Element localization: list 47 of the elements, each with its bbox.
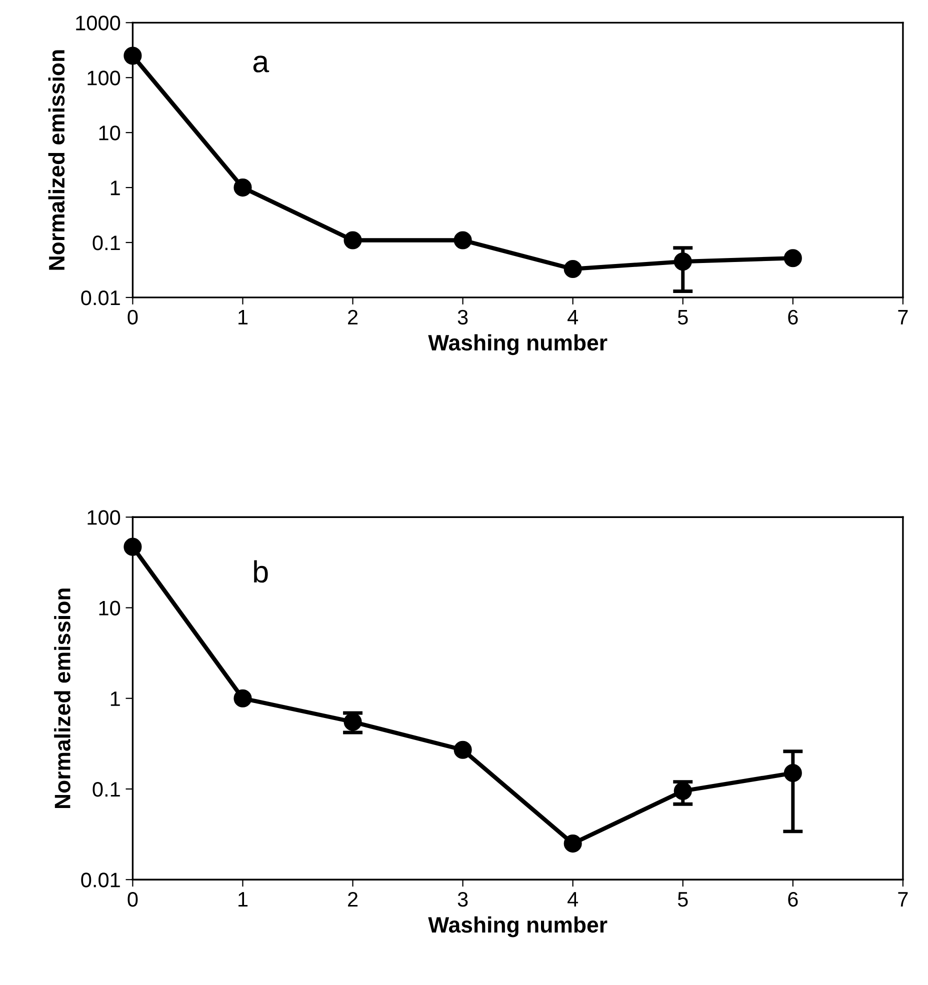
y-tick-label: 0.1 (92, 236, 120, 250)
x-tick-label: 1 (238, 892, 248, 907)
point (124, 538, 142, 556)
x-tick-label: 2 (348, 310, 358, 324)
point (674, 782, 692, 800)
y-tick-label: 1 (110, 692, 120, 706)
x-tick-label: 7 (898, 892, 908, 907)
y-tick-label: 10 (99, 600, 120, 616)
x-tick-label: 4 (568, 310, 578, 324)
point (234, 689, 252, 708)
point (784, 764, 802, 782)
y-tick-label: 10 (99, 126, 120, 140)
point (454, 231, 472, 250)
y-axis-title: Normalized emission (48, 50, 65, 270)
point (124, 46, 142, 65)
point (564, 834, 582, 853)
point (344, 231, 362, 250)
point (234, 178, 252, 197)
x-tick-label: 0 (128, 892, 138, 907)
y-tick-label: 0.01 (81, 290, 120, 306)
x-axis-title: Washing number (428, 916, 608, 938)
y-tick-label: 0.1 (92, 782, 120, 797)
x-tick-label: 3 (458, 892, 468, 907)
point (784, 249, 802, 268)
x-axis-title: Washing number (428, 334, 608, 356)
x-tick-label: 3 (458, 310, 468, 325)
annotation: b (254, 560, 268, 583)
point (454, 740, 472, 759)
point (564, 260, 582, 278)
y-tick-label: 100 (88, 510, 120, 525)
y-axis-title: Normalized emission (54, 588, 70, 808)
x-tick-label: 6 (788, 310, 798, 325)
x-tick-label: 2 (348, 892, 358, 907)
x-tick-label: 1 (238, 310, 248, 324)
x-tick-label: 5 (678, 892, 688, 907)
x-tick-label: 6 (788, 892, 798, 907)
x-tick-label: 7 (898, 310, 908, 324)
y-tick-label: 1 (110, 180, 120, 196)
point (344, 712, 362, 731)
point (674, 252, 692, 271)
x-tick-label: 0 (128, 310, 138, 325)
annotation: a (253, 56, 270, 72)
y-tick-label: 0.01 (81, 872, 120, 888)
y-tick-label: 100 (88, 70, 120, 86)
x-tick-label: 4 (568, 892, 578, 907)
y-tick-label: 1000 (76, 16, 120, 30)
x-tick-label: 5 (678, 310, 688, 325)
